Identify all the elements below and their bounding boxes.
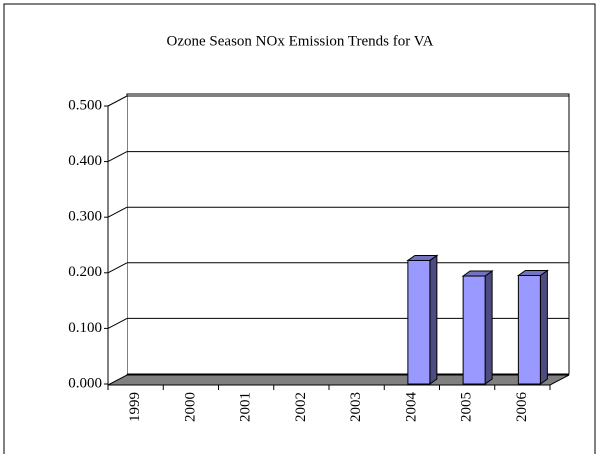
x-tick-label: 2004 — [403, 392, 419, 423]
grid-line — [107, 317, 128, 329]
grid-line — [107, 206, 128, 218]
bar-side — [539, 269, 548, 385]
y-tick-label: 0.000 — [68, 375, 102, 391]
x-tick-label: 2000 — [182, 392, 198, 422]
grid-line — [107, 151, 128, 163]
chart-title: Ozone Season NOx Emission Trends for VA — [167, 33, 434, 49]
bar-side — [429, 254, 438, 385]
y-tick-label: 0.300 — [68, 209, 102, 225]
y-tick-label: 0.400 — [68, 153, 102, 169]
y-tick-label: 0.200 — [68, 264, 102, 280]
bar — [407, 259, 431, 385]
bar-side — [484, 270, 493, 385]
plot-wall — [126, 93, 570, 375]
bar — [517, 274, 541, 385]
x-tick-label: 2002 — [293, 392, 309, 422]
x-tick-label: 1999 — [127, 392, 143, 422]
x-tick-label: 2003 — [348, 392, 364, 422]
x-tick-label: 2005 — [459, 392, 475, 422]
grid-line — [107, 95, 128, 107]
grid-line — [107, 262, 128, 274]
bar — [462, 275, 486, 385]
floor — [107, 374, 570, 386]
y-tick-label: 0.500 — [68, 97, 102, 113]
x-tick-label: 2006 — [514, 392, 530, 423]
side-wall — [108, 96, 127, 384]
y-tick-label: 0.100 — [68, 320, 102, 336]
x-tick-label: 2001 — [238, 392, 254, 422]
